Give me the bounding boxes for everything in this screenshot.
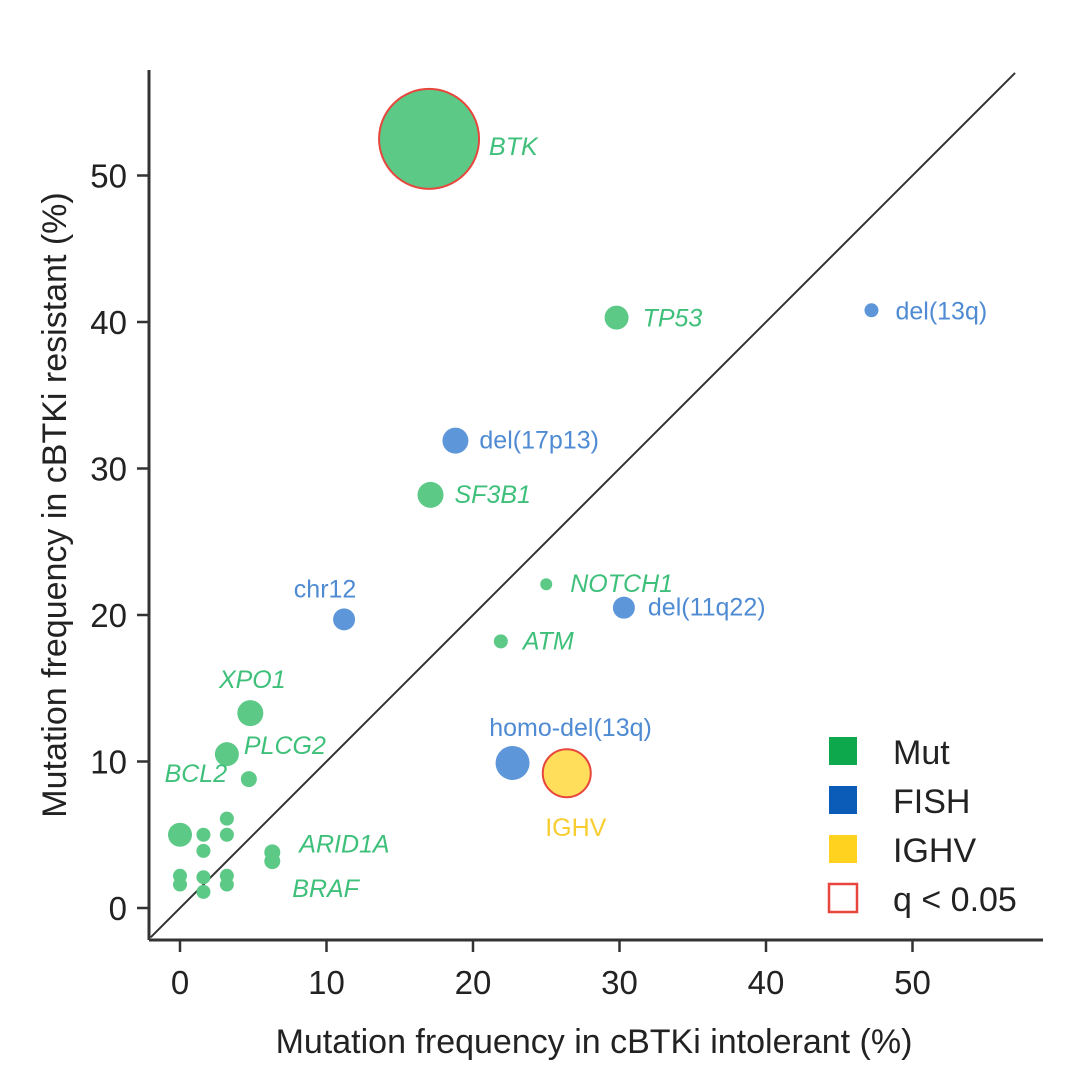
del-13q-label: del(13q) [895, 297, 987, 325]
ighv-point [541, 748, 592, 799]
braf-label: BRAF [292, 875, 360, 903]
unlabeled-point [219, 827, 234, 842]
x-tick-label: 10 [308, 964, 345, 1001]
legend: Mut FISH IGHV q < 0.05 [827, 734, 1017, 919]
unlabeled-point [219, 877, 234, 892]
unlabeled-point [168, 822, 192, 847]
tp53-point [604, 305, 629, 330]
atm-label: ATM [521, 627, 574, 655]
x-axis-title: Mutation frequency in cBTKi intolerant (… [276, 1023, 913, 1061]
data-points [168, 87, 879, 899]
sf3b1-label: SF3B1 [455, 481, 531, 509]
unlabeled-point [173, 877, 187, 892]
chr12-label: chr12 [294, 575, 357, 603]
unlabeled-point [219, 811, 234, 826]
legend-label-ighv: IGHV [893, 832, 976, 870]
unlabeled-point [196, 884, 211, 899]
del-17p13-point [442, 427, 469, 454]
legend-swatch-q-0-05 [827, 882, 859, 914]
btk-point [378, 87, 481, 190]
braf-point [264, 853, 281, 870]
y-tick-label: 50 [90, 158, 127, 195]
notch1-point [540, 578, 553, 591]
unlabeled-point [196, 827, 211, 842]
y-tick-label: 10 [90, 744, 127, 781]
legend-item-fish: FISH [829, 783, 970, 821]
legend-label-q-0-05: q < 0.05 [893, 881, 1017, 919]
y-axis-ticks: 0 10 20 30 40 50 [90, 158, 149, 927]
btk-label: BTK [489, 133, 539, 161]
y-tick-label: 40 [90, 304, 127, 341]
legend-swatch-mut [829, 737, 857, 765]
legend-swatch-fish [829, 786, 857, 814]
x-tick-label: 20 [455, 964, 492, 1001]
chr12-point [333, 608, 356, 631]
x-tick-label: 50 [894, 964, 931, 1001]
plcg2-label: PLCG2 [244, 732, 326, 760]
xpo1-label: XPO1 [218, 666, 286, 694]
unlabeled-point [196, 843, 211, 858]
point-labels: BTK IGHV homo-del(13q) del(17p13) SF3B1 XPO1 T… [165, 133, 988, 903]
arid1a-label: ARID1A [297, 830, 389, 858]
x-tick-label: 30 [601, 964, 638, 1001]
bcl2-point [240, 771, 257, 788]
x-tick-label: 40 [748, 964, 785, 1001]
legend-item-ighv: IGHV [829, 832, 976, 870]
del-11q22-label: del(11q22) [648, 594, 766, 622]
legend-item-q-0-05: q < 0.05 [827, 881, 1017, 919]
x-tick-label: 0 [171, 964, 189, 1001]
homo-del-13q-point [495, 745, 530, 780]
xpo1-point [237, 700, 264, 727]
del-13q-point [864, 303, 879, 318]
tp53-label: TP53 [643, 305, 703, 333]
y-axis-title: Mutation frequency in cBTKi resistant (%… [36, 192, 74, 817]
sf3b1-point [417, 481, 444, 508]
plcg2-point [214, 742, 239, 767]
legend-label-fish: FISH [893, 783, 970, 821]
y-tick-label: 30 [90, 451, 127, 488]
legend-swatch-ighv [829, 835, 857, 863]
plot-area: 0 10 20 30 40 50 0 10 20 30 40 50 BTK IGHV homo-del(… [90, 70, 1043, 1001]
x-axis-ticks: 0 10 20 30 40 50 [171, 940, 931, 1001]
ighv-label: IGHV [545, 814, 606, 842]
y-tick-label: 0 [109, 890, 127, 927]
homo-del-13q-label: homo-del(13q) [489, 714, 652, 742]
diagonal-reference-line [149, 72, 1016, 939]
legend-item-mut: Mut [829, 734, 950, 772]
atm-point [493, 634, 508, 649]
del-17p13-label: del(17p13) [479, 427, 599, 455]
bcl2-label: BCL2 [165, 760, 228, 788]
del-11q22-point [612, 596, 635, 619]
unlabeled-point [196, 870, 211, 885]
notch1-label: NOTCH1 [570, 570, 673, 598]
legend-label-mut: Mut [893, 734, 950, 772]
y-tick-label: 20 [90, 597, 127, 634]
